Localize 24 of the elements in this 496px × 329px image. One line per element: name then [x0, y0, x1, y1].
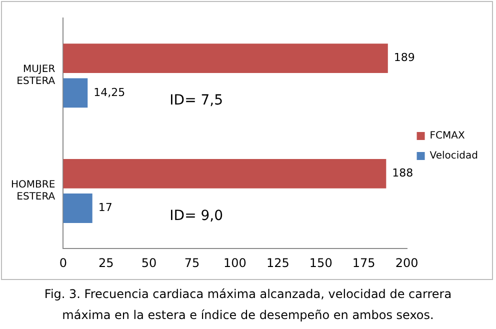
- data-label: 189: [394, 51, 415, 64]
- bar: [63, 158, 386, 188]
- annotation: ID= 7,5: [170, 92, 224, 109]
- data-label: 14,25: [94, 86, 126, 99]
- x-tick-label: 200: [395, 256, 418, 270]
- x-tick-label: 75: [184, 256, 200, 270]
- bar: [63, 194, 92, 223]
- x-tick-label: 150: [309, 256, 332, 270]
- x-tick-label: 25: [98, 256, 114, 270]
- x-tick-label: 0: [59, 256, 67, 270]
- annotation: ID= 9,0: [170, 208, 224, 224]
- legend-label: Velocidad: [430, 150, 478, 162]
- data-label: 17: [98, 201, 112, 214]
- x-tick-label: 50: [141, 256, 157, 270]
- bar: [63, 78, 88, 108]
- caption: Fig. 3. Frecuencia cardiaca máxima alcanzada, velocidad de carrera máxima en la estera e índice de desempeño en ambos sexos.: [43, 286, 453, 324]
- y-tick-label: MUJER ESTERA: [16, 64, 56, 88]
- legend-label: FCMAX: [430, 130, 465, 142]
- x-tick-label: 175: [352, 256, 376, 270]
- bar: [63, 44, 388, 74]
- data-label: 188: [392, 166, 414, 180]
- y-tick-label: HOMBRE ESTERA: [10, 180, 56, 203]
- x-tick-label: 100: [224, 256, 246, 270]
- x-tick-label: 125: [266, 256, 290, 270]
